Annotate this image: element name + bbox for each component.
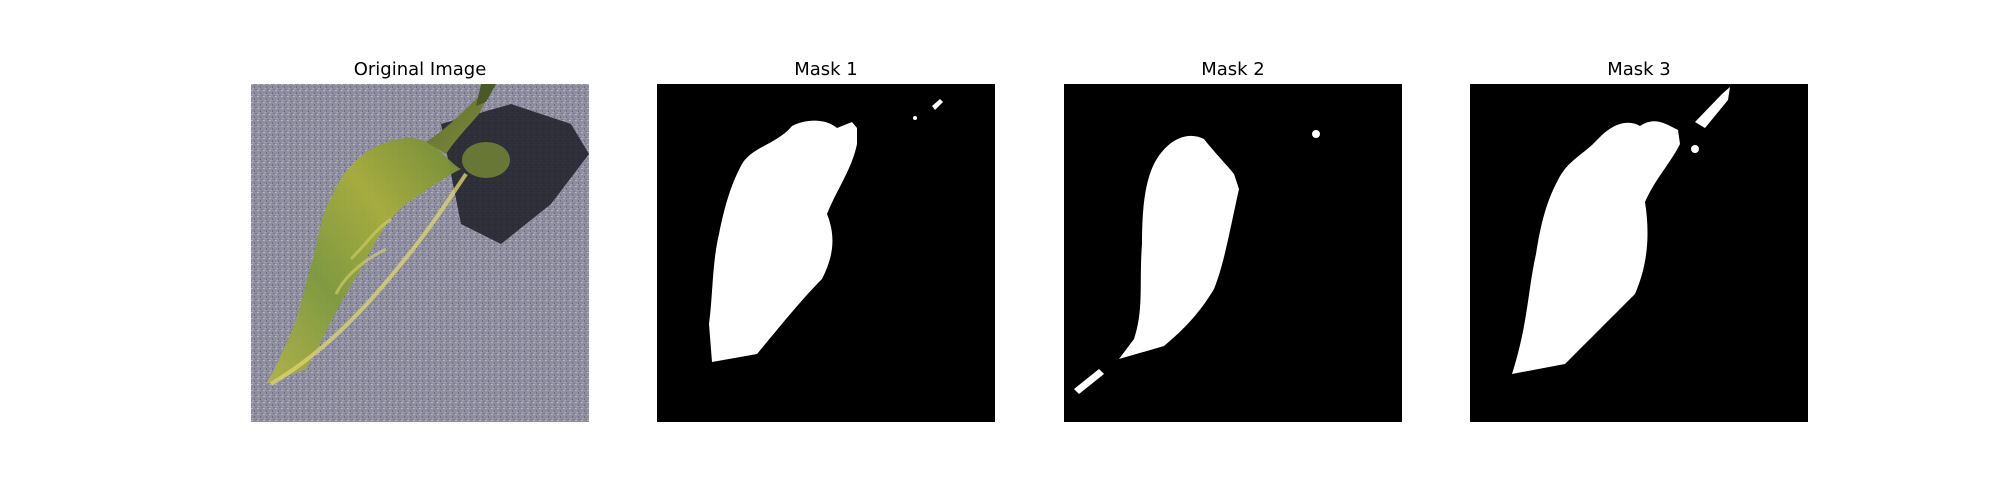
panel-title: Mask 2: [1201, 59, 1265, 80]
panel-mask-3: Mask 3: [1470, 58, 1808, 422]
panel-title: Mask 1: [794, 59, 858, 80]
panel-mask-2: Mask 2: [1064, 58, 1402, 422]
panel-original: Original Image: [251, 58, 589, 422]
panel-title: Mask 3: [1607, 59, 1671, 80]
mask-1-image: [657, 84, 995, 422]
mask-2-image: [1064, 84, 1402, 422]
mask-3-image: [1470, 84, 1808, 422]
panel-title: Original Image: [353, 59, 487, 80]
original-leaf-image: [251, 84, 589, 422]
panel-mask-1: Mask 1: [657, 58, 995, 422]
